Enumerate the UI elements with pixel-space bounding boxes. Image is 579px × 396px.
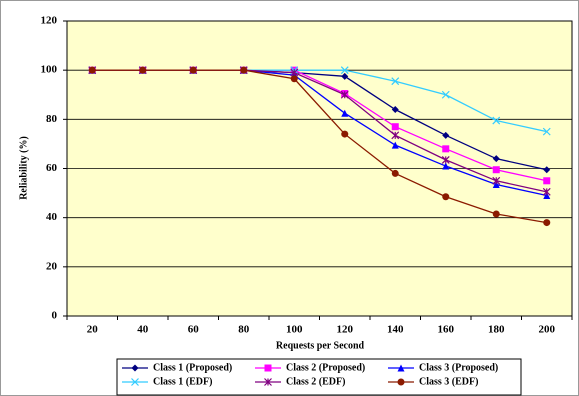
marker [290,68,299,77]
marker [341,109,349,117]
x-tick-label: 120 [337,324,354,336]
marker [391,106,399,113]
marker [442,145,450,153]
marker [441,90,450,99]
marker [397,364,405,372]
x-tick-label: 140 [387,324,404,336]
marker [290,75,298,83]
y-tick-label: 80 [46,113,58,125]
x-axis-label: Requests per Second [276,340,365,351]
marker [341,72,349,80]
marker [391,131,400,140]
series-line [92,69,547,224]
legend: Class 1 (Proposed) Class 2 (Proposed) Clas… [116,358,522,396]
marker [542,187,551,196]
x-tick-label: 20 [87,324,99,336]
marker [240,66,248,74]
y-tick-label: 120 [41,15,58,27]
marker [131,378,139,386]
x-tick-label: 160 [438,324,455,336]
marker [139,66,147,74]
marker [543,166,551,174]
y-tick-label: 20 [46,260,58,272]
legend-label: Class 3 (Proposed) [419,362,498,373]
x-tick-label: 60 [188,324,200,336]
marker [88,66,96,74]
x-tick-label: 180 [488,324,505,336]
legend-label: Class 3 (EDF) [419,376,478,387]
marker [264,364,272,372]
legend-label: Class 1 (Proposed) [153,362,232,373]
legend-label: Class 1 (EDF) [153,376,212,387]
marker [492,166,500,174]
marker [397,378,405,386]
marker [492,180,500,188]
marker [492,116,501,125]
marker [441,155,450,164]
x-tick-label: 80 [238,324,250,336]
y-tick-label: 100 [41,64,58,76]
marker [264,378,272,386]
y-tick-label: 0 [52,310,58,322]
marker [492,210,500,218]
x-tick-label: 200 [539,324,556,336]
y-tick-label: 60 [46,162,58,174]
marker [340,90,349,99]
marker [442,193,450,201]
marker [340,66,349,75]
marker [543,219,551,227]
marker [391,123,399,131]
marker [341,130,349,138]
marker [442,131,450,139]
legend-box [116,358,522,396]
marker [542,127,551,136]
marker [189,66,197,74]
y-axis-label: Reliability (%) [18,136,29,200]
marker [543,177,551,185]
marker [492,155,500,163]
y-tick-label: 40 [46,211,58,223]
marker [391,77,400,86]
marker [492,176,501,185]
marker [391,169,399,177]
legend-label: Class 2 (EDF) [286,376,345,387]
marker [442,162,450,170]
legend-label: Class 2 (Proposed) [286,362,365,373]
marker [391,141,399,149]
marker [131,364,139,372]
x-tick-label: 100 [286,324,303,336]
marker [543,192,551,200]
x-tick-label: 40 [137,324,149,336]
